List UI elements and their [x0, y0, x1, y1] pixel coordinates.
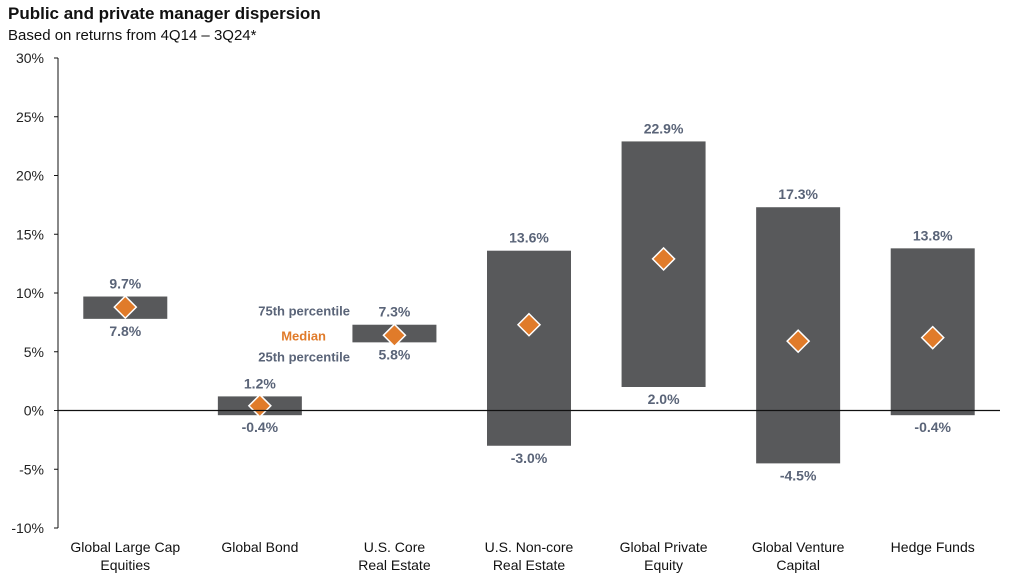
y-tick-label: 25%: [16, 109, 44, 125]
category-label: Global Bond: [221, 539, 298, 555]
median-marker: [382, 323, 407, 348]
median-marker: [651, 246, 676, 271]
category-label: Global Large Cap: [70, 539, 180, 555]
y-tick-label: 30%: [16, 50, 44, 66]
p25-data-label: 2.0%: [648, 391, 680, 407]
legend-25th-percentile: 25th percentile: [258, 349, 350, 364]
dispersion-bar: [487, 250, 571, 446]
category-label: Capital: [776, 557, 820, 573]
median-marker: [247, 393, 272, 418]
category-label: U.S. Core: [364, 539, 426, 555]
y-tick-label: 15%: [16, 226, 44, 242]
p25-data-label: 5.8%: [378, 346, 410, 362]
category-label: Hedge Funds: [891, 539, 975, 555]
p75-data-label: 22.9%: [644, 120, 684, 136]
y-tick-label: -5%: [19, 461, 44, 477]
median-marker: [113, 295, 138, 320]
p25-data-label: -3.0%: [511, 450, 548, 466]
median-marker: [516, 312, 542, 337]
p25-data-label: -0.4%: [242, 419, 279, 435]
y-tick-label: 5%: [24, 344, 44, 360]
p75-data-label: 9.7%: [109, 276, 141, 292]
p75-data-label: 13.8%: [913, 227, 953, 243]
p25-data-label: -0.4%: [914, 419, 951, 435]
y-tick-label: 10%: [16, 285, 44, 301]
y-tick-label: 0%: [24, 403, 44, 419]
category-label: Equity: [644, 557, 683, 573]
median-marker: [920, 325, 945, 350]
category-label: Equities: [100, 557, 150, 573]
chart-subtitle: Based on returns from 4Q14 – 3Q24*: [8, 27, 257, 44]
p75-data-label: 17.3%: [778, 186, 818, 202]
median-marker: [786, 329, 811, 354]
y-tick-label: -10%: [11, 520, 44, 536]
p25-data-label: 7.8%: [109, 323, 141, 339]
p25-data-label: -4.5%: [780, 467, 817, 483]
p75-data-label: 13.6%: [509, 230, 549, 246]
category-label: U.S. Non-core: [485, 539, 574, 555]
y-tick-label: 20%: [16, 168, 44, 184]
category-label: Global Private: [620, 539, 708, 555]
category-label: Real Estate: [358, 557, 431, 573]
legend-75th-percentile: 75th percentile: [258, 304, 350, 319]
legend-median: Median: [281, 328, 326, 343]
chart-title: Public and private manager dispersion: [8, 4, 321, 23]
category-label: Real Estate: [493, 557, 566, 573]
p75-data-label: 1.2%: [244, 375, 276, 391]
category-label: Global Venture: [752, 539, 845, 555]
p75-data-label: 7.3%: [378, 304, 410, 320]
